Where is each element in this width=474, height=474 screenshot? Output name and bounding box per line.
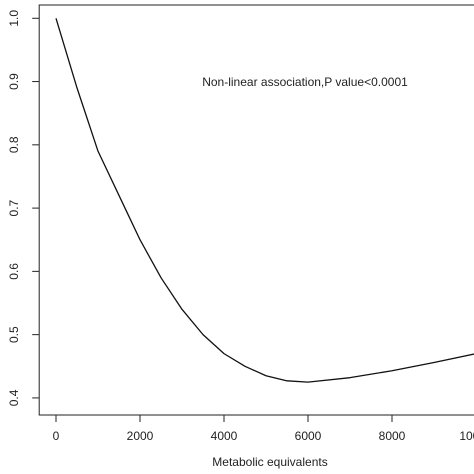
x-tick-label: 10000 <box>459 429 474 443</box>
y-tick-label: 0.9 <box>7 73 21 90</box>
y-tick-label: 0.8 <box>7 136 21 153</box>
x-tick-label: 6000 <box>295 429 322 443</box>
y-tick-label: 1.0 <box>7 10 21 27</box>
x-tick-label: 0 <box>53 429 60 443</box>
x-tick-label: 8000 <box>379 429 406 443</box>
y-tick-label: 0.6 <box>7 263 21 280</box>
y-tick-label: 0.4 <box>7 389 21 406</box>
x-axis-label: Metabolic equivalents <box>212 455 327 469</box>
annotation: Non-linear association,P value<0.0001 <box>202 75 408 89</box>
plot-frame <box>38 4 474 416</box>
y-tick-label: 0.5 <box>7 326 21 343</box>
x-tick-label: 4000 <box>211 429 238 443</box>
x-tick-label: 2000 <box>127 429 154 443</box>
y-tick-label: 0.7 <box>7 199 21 216</box>
line-series <box>55 18 474 383</box>
